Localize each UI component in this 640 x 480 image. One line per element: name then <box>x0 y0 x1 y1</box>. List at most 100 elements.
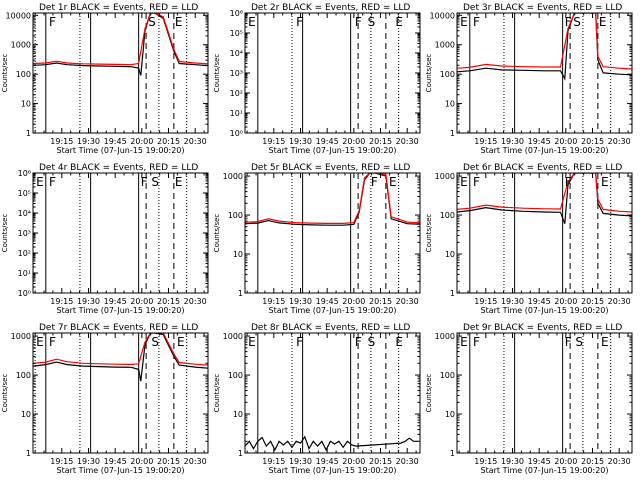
y-tick-label: 10⁵ <box>230 29 243 38</box>
series-line-events <box>245 435 418 452</box>
x-tick-label: 20:00 <box>554 297 577 306</box>
y-axis-label: Counts/sec <box>1 214 9 253</box>
x-tick-label: 20:30 <box>184 137 207 146</box>
marker-label: E <box>601 335 609 349</box>
marker-label: E <box>175 175 183 189</box>
marker-label: E <box>389 175 397 189</box>
marker-label: E <box>177 335 185 349</box>
x-tick-label: 19:30 <box>501 457 524 466</box>
x-tick-label: 20:30 <box>396 297 419 306</box>
marker-label: F <box>473 175 480 189</box>
y-tick-label: 1 <box>450 129 455 138</box>
plot-area <box>457 173 632 293</box>
plot-area <box>257 13 400 133</box>
x-tick-label: 19:30 <box>289 457 312 466</box>
y-tick-label: 10² <box>230 89 243 98</box>
y-tick-label: 10 <box>445 410 455 419</box>
y-tick-label: 10 <box>233 410 243 419</box>
y-tick-label: 10¹ <box>230 109 243 118</box>
x-tick-label: 19:45 <box>104 457 127 466</box>
y-tick-label: 100 <box>440 70 455 79</box>
panel-title: Det 1r BLACK = Events, RED = LLD <box>39 3 198 13</box>
x-tick-label: 19:15 <box>50 137 73 146</box>
marker-label: E <box>395 335 403 349</box>
marker-label: S <box>151 335 159 349</box>
marker-label: F <box>355 335 362 349</box>
panel-title: Det 2r BLACK = Events, RED = LLD <box>251 3 410 13</box>
x-tick-label: 20:30 <box>608 457 631 466</box>
series-line-lld <box>33 13 208 66</box>
plot-area <box>457 13 632 133</box>
x-tick-label: 19:30 <box>77 457 100 466</box>
x-axis-label: Start Time (07-Jun-15 19:00:20) <box>269 146 397 155</box>
y-tick-label: 10000 <box>430 11 455 20</box>
marker-label: F <box>141 175 148 189</box>
x-tick-label: 20:30 <box>396 137 419 146</box>
panel-det-5: Det 5r BLACK = Events, RED = LLD F E 1 10 100… <box>213 163 421 315</box>
x-tick-label: 20:15 <box>581 457 604 466</box>
x-axis-label: Start Time (07-Jun-15 19:00:20) <box>269 306 397 315</box>
x-tick-label: 20:00 <box>554 457 577 466</box>
y-tick-label: 10 <box>445 100 455 109</box>
x-tick-label: 19:45 <box>316 297 339 306</box>
y-tick-label: 1000 <box>435 332 455 341</box>
axes-frame <box>456 332 633 454</box>
y-tick-label: 1000 <box>435 41 455 50</box>
marker-label: F <box>296 335 303 349</box>
series-line-events <box>33 13 208 76</box>
plot-area <box>245 333 418 453</box>
x-tick-label: 19:45 <box>528 297 551 306</box>
series-line-lld <box>245 173 420 224</box>
series-line-events <box>457 173 632 224</box>
x-tick-label: 20:15 <box>369 297 392 306</box>
y-axis-label: Counts/sec <box>425 54 433 93</box>
x-tick-label: 19:45 <box>316 457 339 466</box>
x-tick-label: 19:15 <box>474 457 497 466</box>
marker-label: E <box>175 15 183 29</box>
x-tick-label: 20:30 <box>184 457 207 466</box>
x-tick-label: 20:30 <box>608 297 631 306</box>
series-line-lld <box>33 333 208 366</box>
y-tick-label: 1000 <box>11 332 31 341</box>
x-axis-label: Start Time (07-Jun-15 19:00:20) <box>57 466 185 475</box>
marker-label: E <box>36 335 44 349</box>
y-tick-label: 10000 <box>6 11 31 20</box>
axes-frame <box>32 12 209 134</box>
marker-label: E <box>460 15 468 29</box>
marker-label: F <box>49 15 56 29</box>
x-tick-label: 19:30 <box>289 297 312 306</box>
axes-frame <box>456 172 633 294</box>
axes-frame <box>244 332 421 454</box>
x-tick-label: 20:00 <box>130 457 153 466</box>
y-tick-label: 10 <box>233 250 243 259</box>
x-axis-label: Start Time (07-Jun-15 19:00:20) <box>57 306 185 315</box>
y-tick-label: 1 <box>450 449 455 458</box>
x-tick-label: 20:15 <box>157 457 180 466</box>
panel-det-1: Det 1r BLACK = Events, RED = LLD F S E 1 10 10… <box>1 3 209 155</box>
marker-label: E <box>248 335 256 349</box>
x-tick-label: 19:30 <box>77 137 100 146</box>
x-tick-label: 19:45 <box>528 457 551 466</box>
x-tick-label: 19:15 <box>262 297 285 306</box>
axes-frame <box>456 12 633 134</box>
x-tick-label: 20:15 <box>369 457 392 466</box>
y-tick-label: 10⁵ <box>18 189 31 198</box>
y-tick-label: 1 <box>238 449 243 458</box>
x-tick-label: 20:00 <box>342 457 365 466</box>
series-line-events <box>33 333 208 382</box>
x-tick-label: 20:15 <box>581 137 604 146</box>
plot-area <box>45 173 188 293</box>
y-tick-label: 100 <box>16 70 31 79</box>
x-axis-label: Start Time (07-Jun-15 19:00:20) <box>269 466 397 475</box>
x-tick-label: 20:30 <box>184 297 207 306</box>
x-tick-label: 20:00 <box>130 297 153 306</box>
x-tick-label: 19:30 <box>77 297 100 306</box>
marker-label: E <box>599 15 607 29</box>
x-tick-label: 19:30 <box>501 137 524 146</box>
x-tick-label: 20:30 <box>608 137 631 146</box>
